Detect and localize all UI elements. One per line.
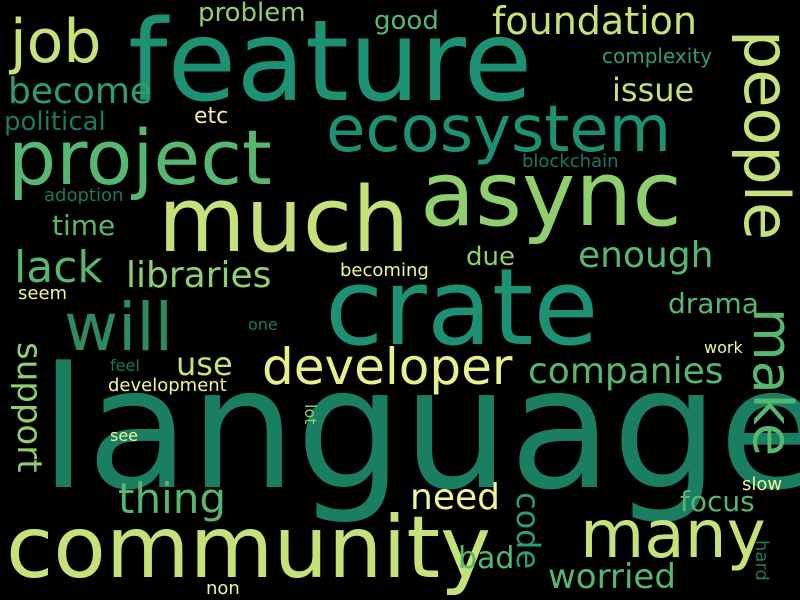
word-work: work [704, 338, 743, 357]
word-lack: lack [14, 242, 103, 293]
word-community: community [6, 498, 491, 598]
word-etc: etc [194, 104, 229, 129]
word-complexity: complexity [602, 44, 712, 68]
word-hard: hard [751, 540, 772, 581]
word-job: job [10, 7, 102, 77]
word-time: time [52, 209, 116, 242]
word-adoption: adoption [44, 185, 124, 206]
word-developer: developer [262, 338, 513, 396]
word-development: development [108, 375, 227, 396]
word-drama: drama [668, 287, 759, 320]
word-issue: issue [612, 71, 695, 109]
word-people: people [730, 30, 800, 241]
word-enough: enough [578, 235, 714, 276]
word-seem: seem [18, 283, 68, 304]
word-foundation: foundation [492, 0, 697, 43]
word-much: much [158, 168, 410, 273]
word-crate: crate [325, 246, 599, 369]
word-companies: companies [528, 351, 724, 392]
word-language: language [40, 331, 800, 527]
word-make: make [741, 308, 800, 457]
word-lot: lot [301, 404, 320, 425]
word-problem: problem [198, 0, 306, 28]
word-will: will [64, 289, 173, 366]
word-political: political [4, 107, 106, 137]
word-feature: feature [128, 0, 533, 127]
word-async: async [420, 142, 682, 247]
word-support: support [9, 342, 49, 473]
word-see: see [110, 426, 139, 445]
word-libraries: libraries [126, 255, 272, 296]
word-feel: feel [110, 356, 140, 375]
word-becoming: becoming [340, 260, 429, 281]
word-non: non [206, 578, 240, 599]
word-use: use [176, 345, 233, 383]
word-thing: thing [118, 474, 227, 523]
word-one: one [248, 315, 278, 334]
word-worried: worried [548, 557, 676, 597]
word-focus: focus [680, 485, 755, 518]
word-good: good [374, 6, 439, 36]
word-bad: bad [458, 541, 515, 576]
word-ecosystem: ecosystem [326, 93, 672, 167]
word-need: need [410, 477, 500, 518]
word-code: code [509, 492, 547, 570]
word-slow: slow [742, 474, 783, 495]
word-due: due [466, 242, 515, 272]
word-become: become [8, 71, 153, 112]
word-project: project [8, 113, 272, 202]
word-blockchain: blockchain [522, 151, 619, 172]
word-many: many [580, 496, 766, 573]
